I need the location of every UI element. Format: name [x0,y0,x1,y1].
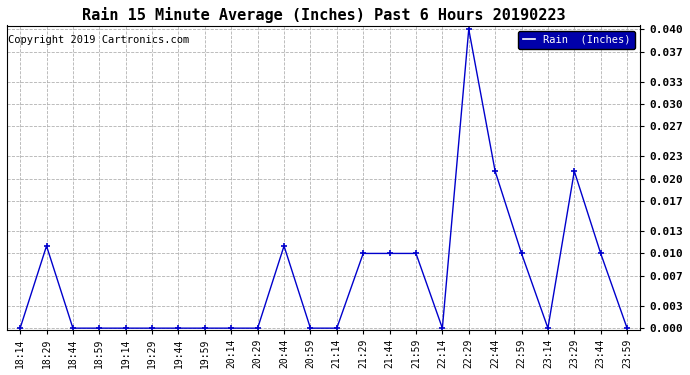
Text: Copyright 2019 Cartronics.com: Copyright 2019 Cartronics.com [8,34,190,45]
Title: Rain 15 Minute Average (Inches) Past 6 Hours 20190223: Rain 15 Minute Average (Inches) Past 6 H… [82,7,565,23]
Legend: Rain  (Inches): Rain (Inches) [518,31,635,49]
